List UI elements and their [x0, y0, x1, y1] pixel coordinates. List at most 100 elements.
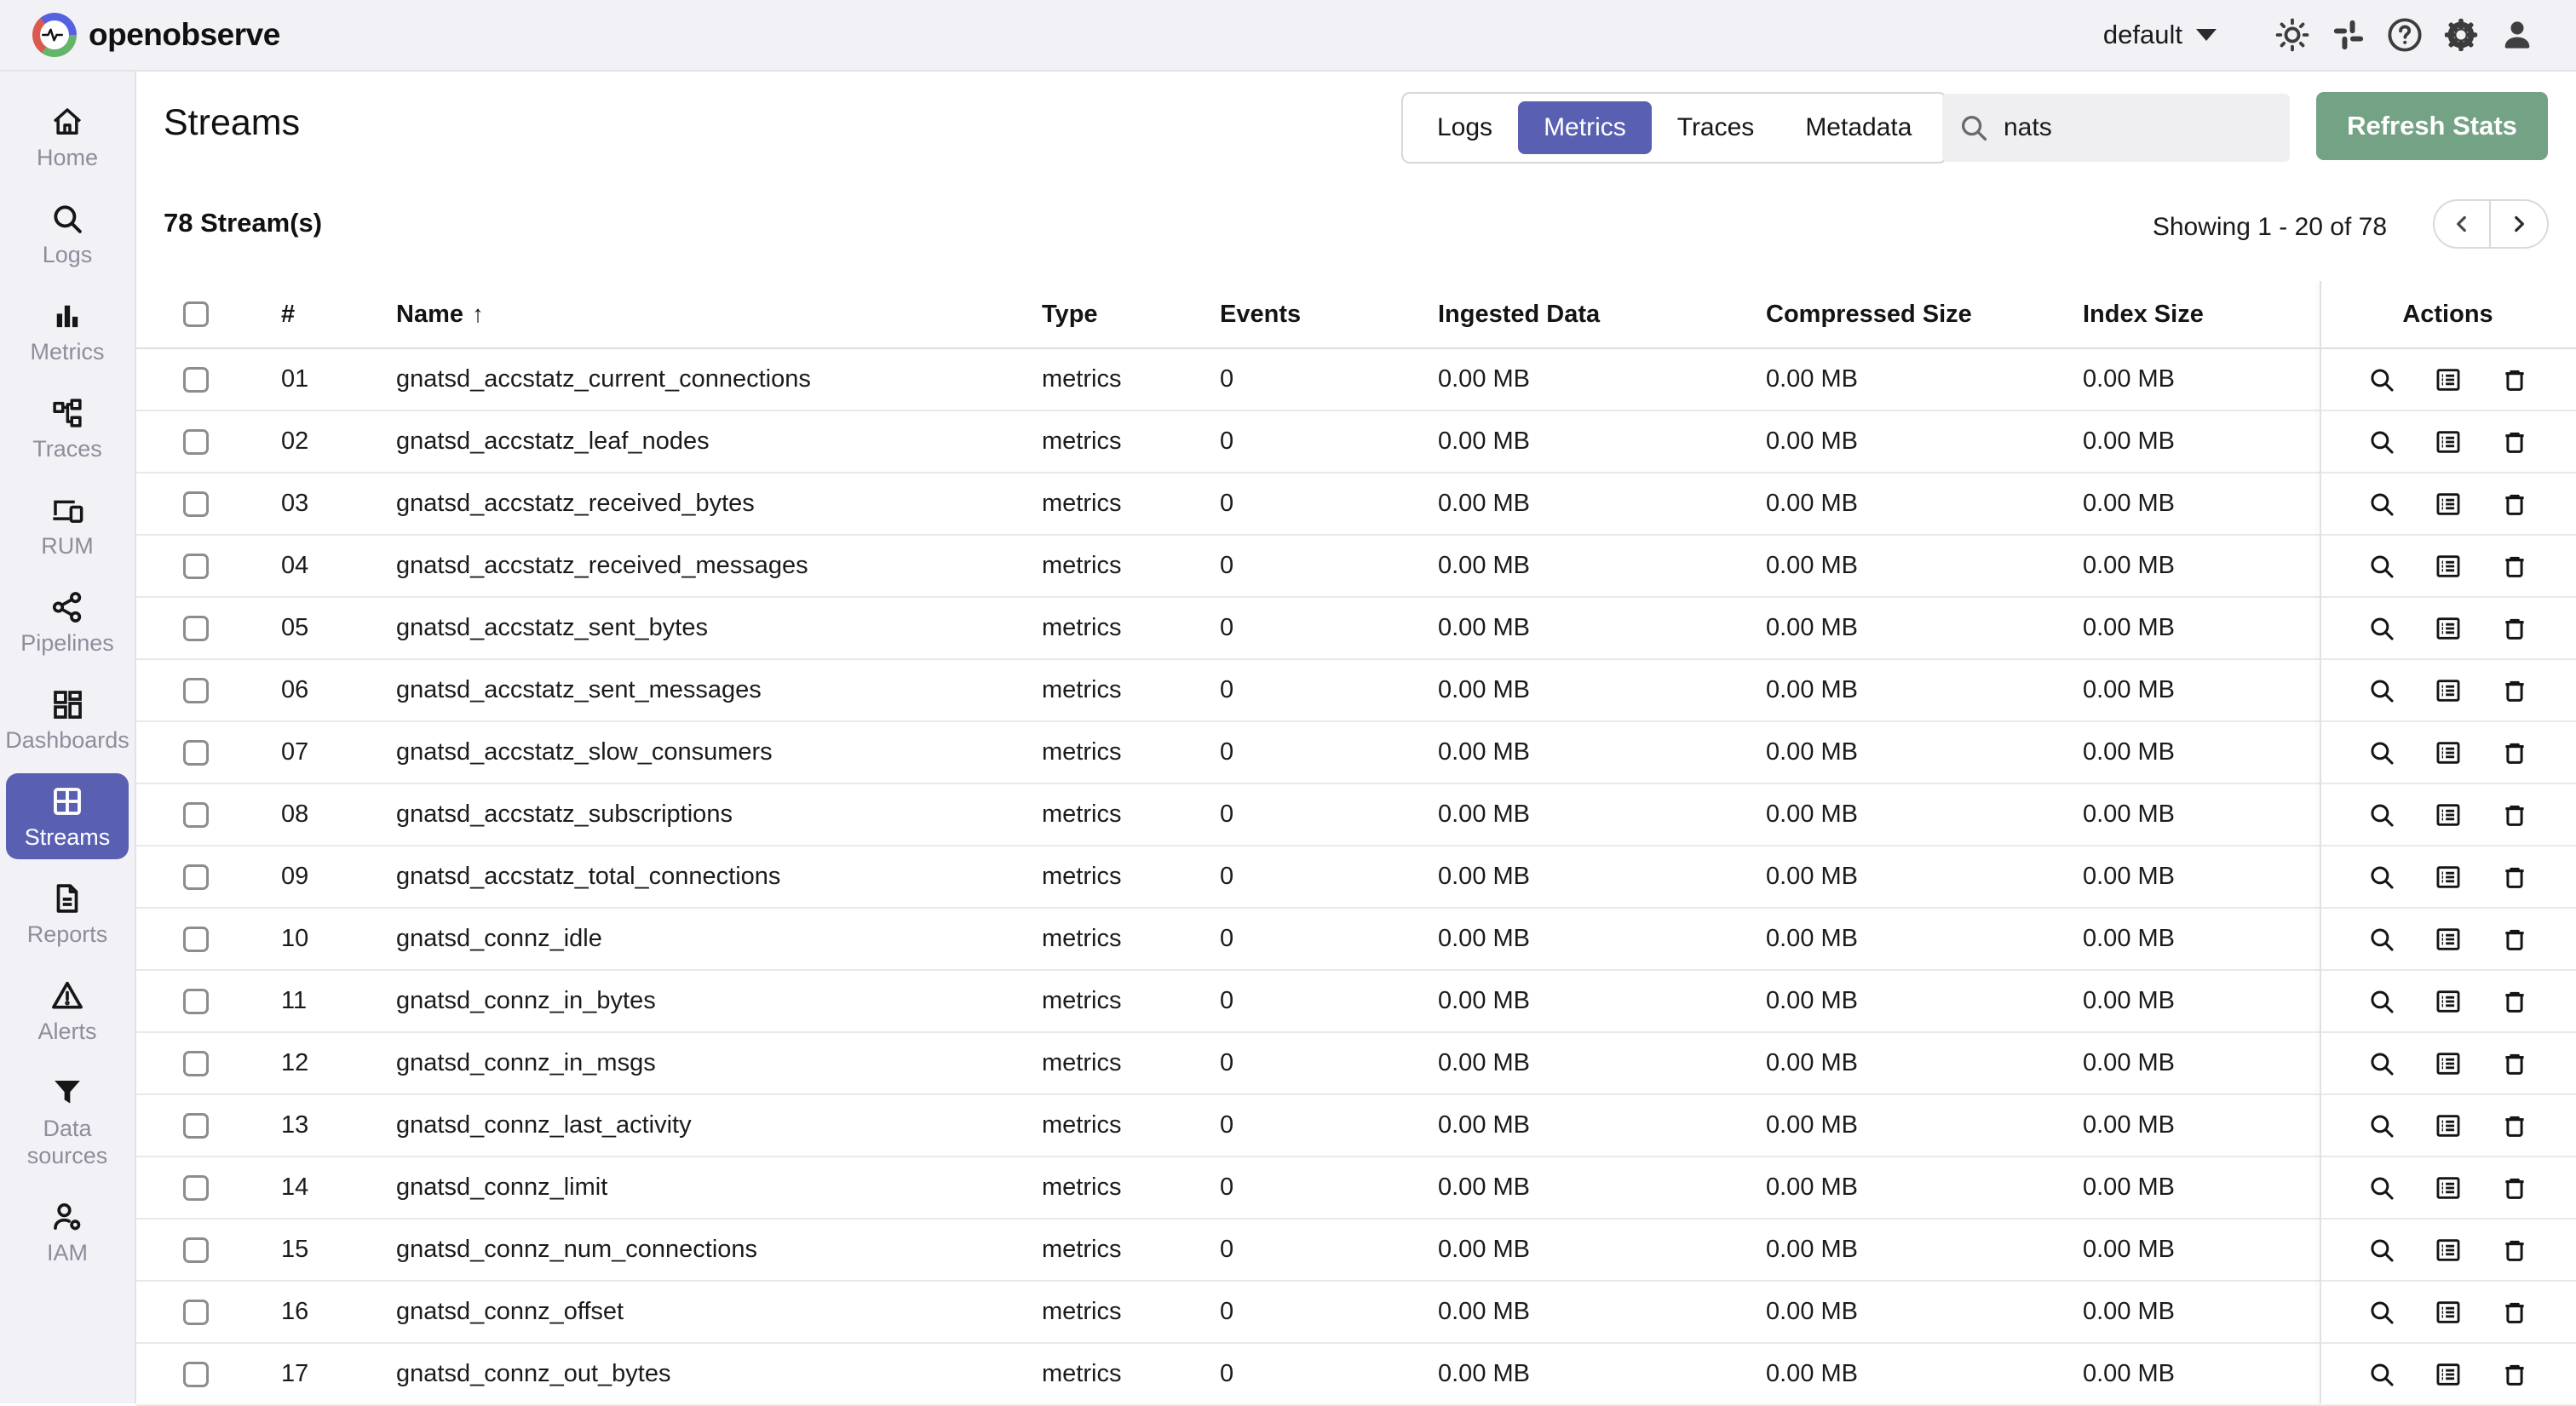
stream-details-button[interactable] [2434, 614, 2463, 643]
list-details-icon [2436, 1363, 2459, 1386]
explore-stream-button[interactable] [2367, 490, 2396, 519]
delete-stream-button[interactable] [2500, 738, 2529, 767]
delete-stream-button[interactable] [2500, 863, 2529, 892]
row-checkbox[interactable] [183, 615, 209, 641]
stream-details-button[interactable] [2434, 490, 2463, 519]
stream-details-button[interactable] [2434, 801, 2463, 829]
explore-stream-button[interactable] [2367, 676, 2396, 705]
explore-stream-button[interactable] [2367, 1049, 2396, 1078]
delete-stream-button[interactable] [2500, 676, 2529, 705]
row-checkbox[interactable] [183, 864, 209, 890]
row-checkbox[interactable] [183, 801, 209, 828]
stream-details-button[interactable] [2434, 428, 2463, 456]
explore-stream-button[interactable] [2367, 863, 2396, 892]
org-selector[interactable]: default [2103, 20, 2217, 50]
explore-stream-button[interactable] [2367, 925, 2396, 954]
sidebar-item-iam[interactable]: IAM [6, 1189, 129, 1275]
row-checkbox[interactable] [183, 553, 209, 579]
slack-icon[interactable] [2320, 7, 2377, 63]
row-checkbox[interactable] [183, 1361, 209, 1387]
delete-stream-button[interactable] [2500, 801, 2529, 829]
stream-details-button[interactable] [2434, 365, 2463, 394]
row-checkbox[interactable] [183, 739, 209, 766]
stream-details-button[interactable] [2434, 552, 2463, 581]
stream-name: gnatsd_accstatz_total_connections [396, 863, 781, 890]
profile-icon[interactable] [2489, 7, 2545, 63]
delete-stream-button[interactable] [2500, 987, 2529, 1016]
sidebar-item-metrics[interactable]: Metrics [6, 288, 129, 374]
delete-stream-button[interactable] [2500, 614, 2529, 643]
select-all-checkbox[interactable] [183, 301, 209, 327]
sidebar-item-pipelines[interactable]: Pipelines [6, 579, 129, 665]
sidebar-item-reports[interactable]: Reports [6, 870, 129, 956]
row-checkbox[interactable] [183, 1299, 209, 1325]
explore-stream-button[interactable] [2367, 1298, 2396, 1327]
refresh-stats-button[interactable]: Refresh Stats [2316, 92, 2548, 160]
delete-stream-button[interactable] [2500, 1174, 2529, 1202]
sidebar-item-rum[interactable]: RUM [6, 482, 129, 568]
stream-details-button[interactable] [2434, 1360, 2463, 1389]
sidebar-item-logs[interactable]: Logs [6, 191, 129, 277]
row-checkbox[interactable] [183, 491, 209, 517]
row-checkbox[interactable] [183, 1050, 209, 1076]
delete-stream-button[interactable] [2500, 428, 2529, 456]
tab-metadata[interactable]: Metadata [1805, 113, 1912, 141]
stream-details-button[interactable] [2434, 863, 2463, 892]
next-page-button[interactable] [2491, 201, 2547, 247]
header-index: Index Size [2083, 300, 2204, 328]
delete-stream-button[interactable] [2500, 1111, 2529, 1140]
explore-stream-button[interactable] [2367, 987, 2396, 1016]
tab-traces[interactable]: Traces [1676, 113, 1755, 141]
delete-stream-button[interactable] [2500, 490, 2529, 519]
delete-stream-button[interactable] [2500, 552, 2529, 581]
explore-stream-button[interactable] [2367, 1174, 2396, 1202]
explore-stream-button[interactable] [2367, 1360, 2396, 1389]
row-checkbox[interactable] [183, 1174, 209, 1201]
tab-metrics[interactable]: Metrics [1518, 101, 1652, 154]
search-input[interactable] [2004, 113, 2259, 142]
sidebar-item-alerts[interactable]: Alerts [6, 967, 129, 1053]
theme-light-icon[interactable] [2264, 7, 2320, 63]
row-checkbox[interactable] [183, 926, 209, 952]
stream-details-button[interactable] [2434, 1111, 2463, 1140]
sidebar-item-home[interactable]: Home [6, 94, 129, 180]
explore-stream-button[interactable] [2367, 738, 2396, 767]
help-icon[interactable] [2377, 7, 2433, 63]
delete-stream-button[interactable] [2500, 1298, 2529, 1327]
explore-stream-button[interactable] [2367, 1236, 2396, 1265]
explore-stream-button[interactable] [2367, 552, 2396, 581]
sidebar-item-streams[interactable]: Streams [6, 773, 129, 860]
stream-details-button[interactable] [2434, 925, 2463, 954]
header-name[interactable]: Name ↑ [396, 300, 484, 328]
delete-stream-button[interactable] [2500, 1236, 2529, 1265]
stream-details-button[interactable] [2434, 1236, 2463, 1265]
explore-stream-button[interactable] [2367, 428, 2396, 456]
delete-stream-button[interactable] [2500, 365, 2529, 394]
row-checkbox[interactable] [183, 1112, 209, 1139]
tab-logs[interactable]: Logs [1437, 113, 1493, 141]
row-checkbox[interactable] [183, 1237, 209, 1263]
stream-details-button[interactable] [2434, 1049, 2463, 1078]
stream-details-button[interactable] [2434, 738, 2463, 767]
stream-details-button[interactable] [2434, 676, 2463, 705]
stream-details-button[interactable] [2434, 987, 2463, 1016]
stream-details-button[interactable] [2434, 1298, 2463, 1327]
sidebar-item-data-sources[interactable]: Data sources [6, 1065, 129, 1177]
sidebar-item-traces[interactable]: Traces [6, 385, 129, 471]
row-checkbox[interactable] [183, 428, 209, 455]
row-checkbox[interactable] [183, 988, 209, 1014]
explore-stream-button[interactable] [2367, 614, 2396, 643]
row-checkbox[interactable] [183, 677, 209, 703]
list-details-icon [2436, 1176, 2459, 1199]
explore-stream-button[interactable] [2367, 801, 2396, 829]
delete-stream-button[interactable] [2500, 1049, 2529, 1078]
stream-details-button[interactable] [2434, 1174, 2463, 1202]
explore-stream-button[interactable] [2367, 1111, 2396, 1140]
explore-stream-button[interactable] [2367, 365, 2396, 394]
row-checkbox[interactable] [183, 366, 209, 393]
prev-page-button[interactable] [2435, 201, 2491, 247]
settings-icon[interactable] [2433, 7, 2489, 63]
delete-stream-button[interactable] [2500, 925, 2529, 954]
sidebar-item-dashboards[interactable]: Dashboards [5, 676, 129, 762]
delete-stream-button[interactable] [2500, 1360, 2529, 1389]
